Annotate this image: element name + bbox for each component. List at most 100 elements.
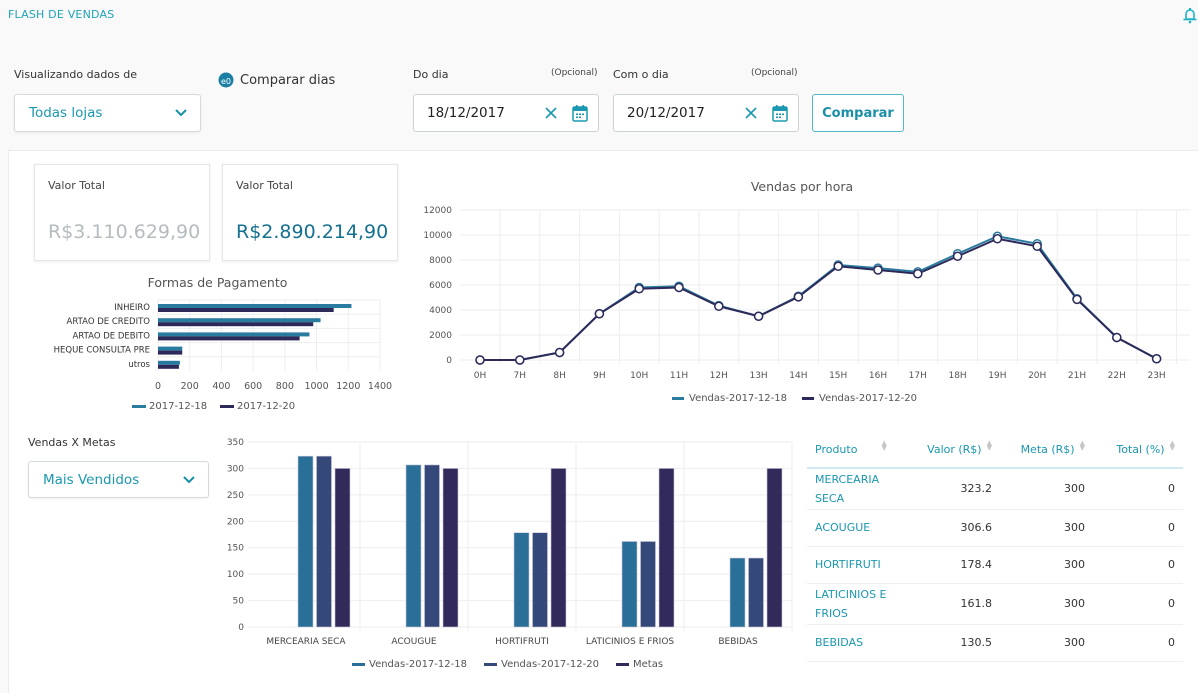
total-percent-cell: 0 [1093,509,1183,547]
point-Vendas-2017-12-20 [1151,354,1162,364]
point-Vendas-2017-12-20 [475,355,485,365]
point-Vendas-2017-12-20 [674,282,684,293]
x-tick-label: 15H [829,371,847,381]
store-select[interactable]: Todas lojas [14,94,201,132]
to-date-field[interactable]: 20/12/2017 [613,94,799,132]
from-date-label: Do dia [413,68,449,81]
point-Vendas-2017-12-20 [594,309,605,319]
hourly-chart: 0 2000 4000 6000 8000 10000 12000 0H 7H 8H 9H 10H 11… [423,206,1190,404]
compare-days-toggle[interactable]: e0 Comparar dias [218,72,335,88]
bar-Metas [334,468,351,628]
point-Vendas-2017-12-20 [753,311,764,321]
legend-label: 2017-12-20 [237,401,295,412]
meta-cell: 300 [1000,509,1093,547]
bar-2017-12-18 [158,360,180,365]
bar-Vendas-2017-12-18 [621,541,638,628]
bar-2017-12-20 [158,308,334,312]
bar-2017-12-18 [158,332,310,337]
bar-Vendas-2017-12-18 [405,464,422,628]
total-percent-cell: 0 [1093,583,1183,625]
from-date-value[interactable]: 18/12/2017 [427,105,505,121]
bar-2017-12-20 [158,322,314,327]
x-tick-label: 1200 [336,381,360,392]
calendar-icon[interactable] [572,104,588,122]
point-Vendas-2017-12-20 [554,347,565,358]
ranking-select[interactable]: Mais Vendidos [28,461,209,498]
product-name[interactable]: ACOUGUE [807,509,902,547]
ranking-select-value: Mais Vendidos [43,471,140,488]
x-tick-label: 7H [514,371,527,381]
product-name[interactable]: LATICINIOS E FRIOS [807,583,902,625]
calendar-icon[interactable] [772,104,788,122]
table-row[interactable]: HORTIFRUTI 178.4 300 0 [807,546,1183,584]
bar-Vendas-2017-12-18 [729,557,746,628]
category-label: ARTAO DE DEBITO [73,331,151,341]
y-tick-label: 250 [227,491,244,501]
category-label: utros [128,360,150,370]
total-percent-cell: 0 [1093,546,1183,584]
bar-2017-12-20 [158,336,300,341]
x-tick-label: 16H [869,371,887,381]
payments-chart: 0 200 400 600 800 1000 1200 1400 INHEIRO ARTAO DE… [54,299,392,412]
column-header-produto[interactable]: Produto ▲ ▼ [807,430,902,469]
value-cell: 178.4 [902,546,1000,584]
total-percent-cell: 0 [1093,468,1183,510]
category-label: MERCEARIA SECA [266,637,346,647]
y-tick-label: 300 [227,464,244,474]
x-tick-label: 1000 [304,381,328,392]
table-row[interactable]: BEBIDAS 130.5 300 0 [807,624,1183,662]
legend-swatch [802,397,814,400]
compare-button[interactable]: Comparar [812,94,904,132]
from-date-field[interactable]: 18/12/2017 [413,94,599,132]
legend-label: Vendas-2017-12-18 [369,659,467,670]
y-tick-label: 8000 [429,256,452,266]
bar-Metas [550,468,567,628]
column-header-total[interactable]: Total (%) ▲ ▼ [1093,430,1183,469]
column-header-valor[interactable]: Valor (R$) ▲ ▼ [902,430,1000,469]
point-Vendas-2017-12-20 [714,301,724,311]
clear-icon[interactable] [544,106,558,120]
point-Vendas-2017-12-20 [833,261,843,271]
total-card-label: Valor Total [236,179,293,192]
to-date-value[interactable]: 20/12/2017 [627,105,705,121]
point-Vendas-2017-12-20 [1072,294,1082,305]
meta-cell: 300 [1000,624,1093,662]
vendas-metas-chart: 0 50 100 150 200 250 300 350 MERCEARIA SECA ACOUG… [227,438,793,670]
legend-label: Vendas-2017-12-20 [819,393,917,404]
bell-icon[interactable] [1182,7,1198,25]
product-name[interactable]: MERCEARIA SECA [807,468,902,510]
chevron-down-icon [183,475,195,483]
column-header-meta[interactable]: Meta (R$) ▲ ▼ [1000,430,1093,469]
x-tick-label: 14H [789,371,807,381]
table-row[interactable]: MERCEARIA SECA 323.2 300 0 [807,468,1183,510]
vendas-metas-label: Vendas X Metas [28,436,116,449]
table-row[interactable]: LATICINIOS E FRIOS 161.8 300 0 [807,583,1183,625]
bar-Vendas-2017-12-20 [748,557,764,628]
sort-icon[interactable]: ▲ ▼ [986,439,992,452]
x-tick-label: 12H [710,371,728,381]
bar-Vendas-2017-12-18 [297,455,314,628]
total-card-value: R$3.110.629,90 [48,221,201,243]
sort-icon[interactable]: ▲ ▼ [881,439,887,452]
table-row[interactable]: ACOUGUE 306.6 300 0 [807,509,1183,547]
product-name[interactable]: BEBIDAS [807,624,902,662]
legend-label: Vendas-2017-12-18 [689,393,787,404]
point-Vendas-2017-12-20 [952,251,963,261]
sort-icon[interactable]: ▲ ▼ [1079,439,1085,452]
value-cell: 161.8 [902,583,1000,625]
bar-2017-12-18 [158,318,321,323]
table-header-row: Produto ▲ ▼ Valor (R$) ▲ ▼ Meta (R$) ▲ ▼ Total… [807,430,1183,469]
bar-Vendas-2017-12-20 [532,532,548,628]
clear-icon[interactable] [744,106,758,120]
bar-Metas [442,468,459,628]
x-tick-label: 1400 [368,381,392,392]
product-name[interactable]: HORTIFRUTI [807,546,902,584]
x-tick-label: 22H [1108,371,1126,381]
y-tick-label: 150 [227,544,244,554]
bar-2017-12-20 [158,350,183,355]
sort-icon[interactable]: ▲ ▼ [1169,439,1175,452]
point-Vendas-2017-12-20 [1112,332,1122,343]
x-tick-label: 21H [1068,371,1086,381]
to-date-label: Com o dia [613,68,669,81]
legend-label: Metas [633,659,663,670]
